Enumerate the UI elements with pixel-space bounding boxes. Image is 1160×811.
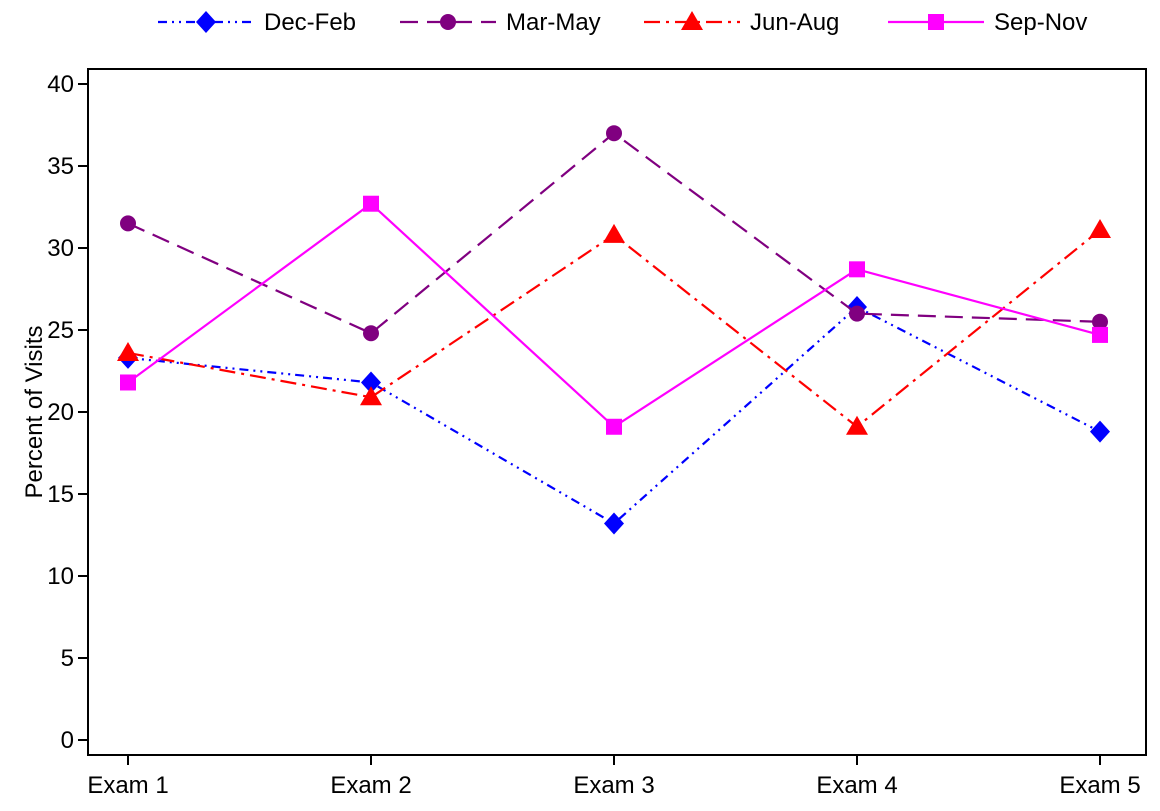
data-point <box>1092 313 1108 330</box>
series-line <box>127 229 1101 429</box>
data-point <box>117 341 139 361</box>
y-tick-label: 15 <box>47 481 74 508</box>
y-tick-label: 5 <box>61 645 74 672</box>
legend-item: Jun-Aug <box>644 9 839 36</box>
legend: Dec-Feb Mar-May Jun-Aug Sep-Nov <box>158 9 1087 36</box>
legend-item: Sep-Nov <box>888 9 1087 36</box>
y-tick-label: 10 <box>47 563 74 590</box>
legend-label: Dec-Feb <box>264 9 356 36</box>
data-point <box>120 374 136 391</box>
legend-item: Mar-May <box>400 9 601 36</box>
data-point <box>606 125 622 142</box>
series-line <box>127 305 1101 525</box>
data-point <box>604 512 624 535</box>
x-tick-label: Exam 1 <box>87 772 168 799</box>
y-axis-title: Percent of Visits <box>21 326 48 499</box>
x-tick-label: Exam 4 <box>816 772 897 799</box>
y-axis: 0 5 10 15 20 25 30 35 40 <box>47 71 88 754</box>
y-tick-label: 25 <box>47 317 74 344</box>
x-tick-label: Exam 5 <box>1059 772 1140 799</box>
data-point <box>363 195 379 212</box>
data-point <box>846 415 868 435</box>
legend-label: Jun-Aug <box>750 9 839 36</box>
legend-marker <box>196 11 216 33</box>
data-point <box>120 215 136 232</box>
data-point <box>1089 218 1111 238</box>
legend-marker <box>681 11 703 30</box>
x-axis: Exam 1 Exam 2 Exam 3 Exam 4 Exam 5 <box>87 755 1141 799</box>
data-point <box>1092 326 1108 343</box>
y-tick-label: 35 <box>47 153 74 180</box>
data-point <box>1090 420 1110 443</box>
data-point <box>606 418 622 435</box>
series-mar-may <box>120 125 1108 342</box>
legend-item: Dec-Feb <box>158 9 356 36</box>
data-point <box>360 386 382 406</box>
series-sep-nov <box>120 195 1108 435</box>
legend-label: Sep-Nov <box>994 9 1087 36</box>
y-tick-label: 0 <box>61 727 74 754</box>
series-layer <box>117 125 1111 535</box>
data-point <box>849 305 865 322</box>
legend-marker <box>928 14 944 30</box>
series-dec-feb <box>118 296 1110 535</box>
y-tick-label: 40 <box>47 71 74 98</box>
y-tick-label: 30 <box>47 235 74 262</box>
x-tick-label: Exam 3 <box>573 772 654 799</box>
x-tick-label: Exam 2 <box>330 772 411 799</box>
data-point <box>603 223 625 243</box>
plot-frame <box>87 68 1147 756</box>
legend-label: Mar-May <box>506 9 601 36</box>
series-jun-aug <box>117 218 1111 435</box>
data-point <box>363 325 379 342</box>
data-point <box>849 261 865 278</box>
y-tick-label: 20 <box>47 399 74 426</box>
legend-marker <box>440 14 456 30</box>
data-point <box>361 371 381 394</box>
